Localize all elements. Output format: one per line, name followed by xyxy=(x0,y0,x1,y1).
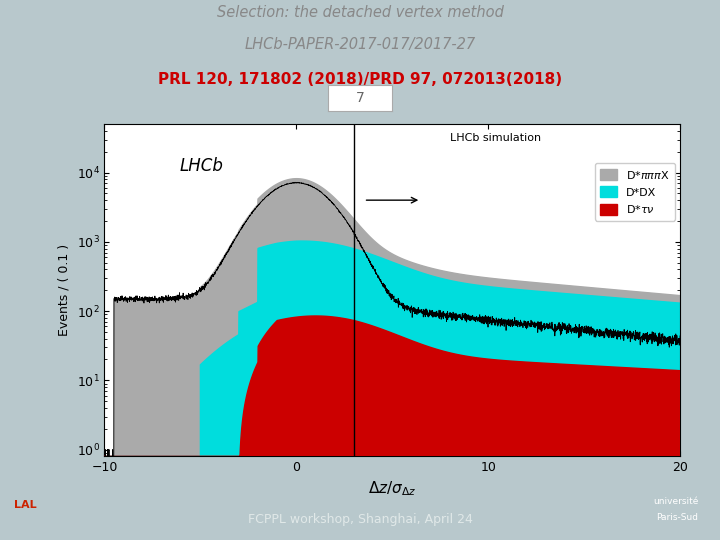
Text: université: université xyxy=(653,497,698,506)
Text: Paris-Sud: Paris-Sud xyxy=(657,513,698,522)
Text: PRL 120, 171802 (2018)/PRD 97, 072013(2018): PRL 120, 171802 (2018)/PRD 97, 072013(20… xyxy=(158,72,562,86)
Legend: D*$\pi\pi\pi$X, D*DX, D*$\tau\nu$: D*$\pi\pi\pi$X, D*DX, D*$\tau\nu$ xyxy=(595,163,675,221)
Text: Selection: the detached vertex method: Selection: the detached vertex method xyxy=(217,5,503,19)
Text: FCPPL workshop, Shanghai, April 24: FCPPL workshop, Shanghai, April 24 xyxy=(248,513,472,526)
Text: 7: 7 xyxy=(356,91,364,105)
Y-axis label: Events / ( 0.1 ): Events / ( 0.1 ) xyxy=(58,244,71,336)
Text: LHCb simulation: LHCb simulation xyxy=(450,132,541,143)
X-axis label: $\Delta z/\sigma_{\Delta z}$: $\Delta z/\sigma_{\Delta z}$ xyxy=(368,480,417,498)
Text: LAL: LAL xyxy=(14,500,37,510)
Text: LHCb-PAPER-2017-017/2017-27: LHCb-PAPER-2017-017/2017-27 xyxy=(244,37,476,52)
Text: LHCb: LHCb xyxy=(179,157,223,176)
